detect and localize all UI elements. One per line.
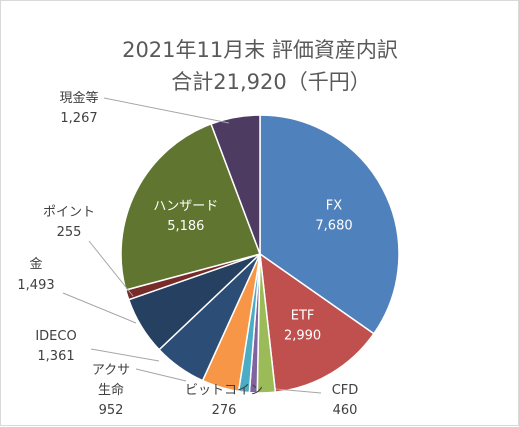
slice-label-ハンザード: ハンザード (153, 199, 218, 214)
slice-label-ETF: ETF (291, 309, 315, 324)
leader-line-アクサ生命 (135, 368, 187, 382)
slice-value-現金等: 1,267 (60, 111, 97, 126)
chart-subtitle: 合計21,920（千円） (171, 70, 370, 94)
slice-value-ハンザード: 5,186 (167, 219, 204, 234)
leader-line-金 (62, 292, 137, 324)
slice-value-ポイント: 255 (57, 225, 82, 240)
slice-value-金: 1,493 (17, 278, 54, 293)
leader-line-現金等 (103, 97, 230, 124)
slice-label-ビットコイン-0: ビットコイン (185, 383, 263, 398)
pie-slice-ETF (259, 252, 375, 393)
slice-value-IDECO: 1,361 (37, 349, 74, 364)
leader-line-IDECO (90, 348, 160, 362)
slice-value-ビットコイン: 276 (212, 403, 237, 418)
slice-label-IDECO-0: IDECO (35, 329, 76, 344)
slice-value-CFD: 460 (333, 403, 358, 418)
pie-slice-FX (259, 114, 400, 335)
slice-label-FX: FX (326, 199, 342, 214)
leader-line-ビットコイン (240, 388, 247, 392)
slice-value-ETF: 2,990 (284, 329, 321, 344)
slice-value-アクサ生命: 952 (99, 403, 124, 418)
slice-label-CFD-0: CFD (332, 383, 359, 398)
slice-value-FX: 7,680 (315, 219, 352, 234)
slice-label-アクサ生命-0: アクサ (92, 363, 130, 378)
slice-label-現金等-0: 現金等 (59, 90, 98, 106)
slice-label-金-0: 金 (29, 256, 42, 272)
leader-line-ポイント (88, 240, 134, 297)
leader-lines (62, 97, 322, 394)
pie-slices (120, 114, 400, 394)
slice-label-アクサ生命-1: 生命 (98, 382, 124, 398)
pie-slice-現金等 (210, 114, 261, 255)
leader-line-CFD (275, 388, 322, 394)
pie-slice-ハンザード (120, 122, 261, 291)
chart-title: 2021年11月末 評価資産内訳 (122, 38, 398, 62)
slice-label-ポイント-0: ポイント (43, 205, 95, 220)
